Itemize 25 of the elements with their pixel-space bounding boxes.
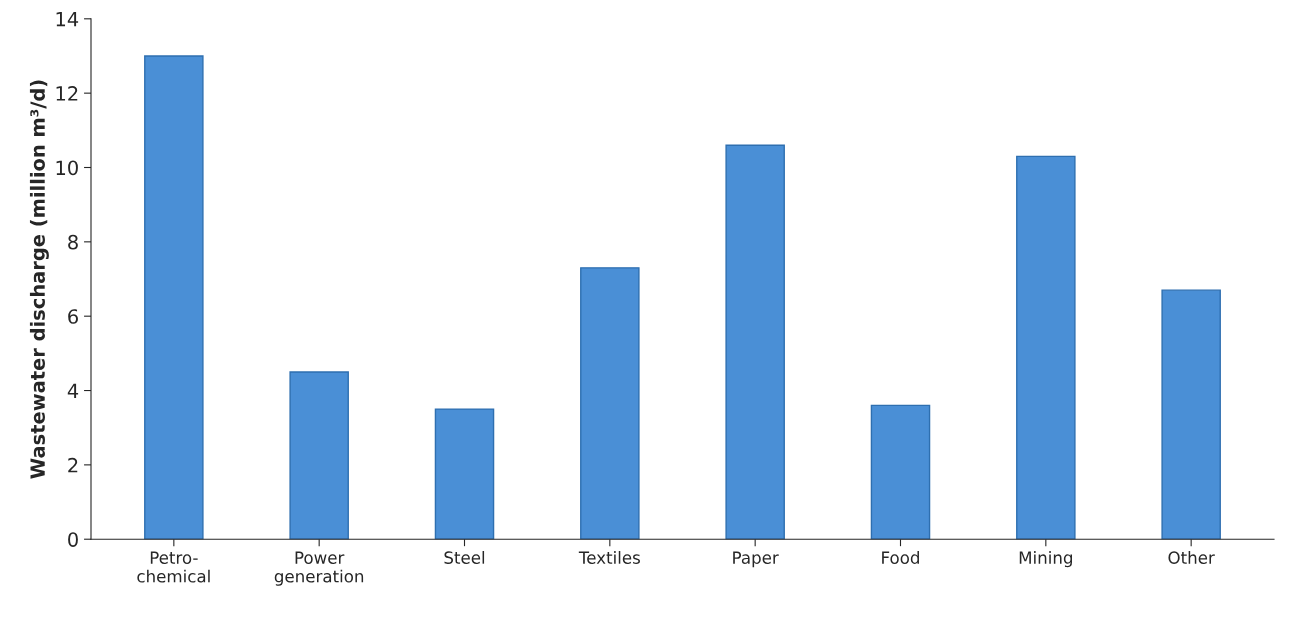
y-axis-title: Wastewater discharge (million m³/d) bbox=[29, 80, 49, 479]
y-tick-label: 2 bbox=[68, 457, 78, 473]
y-tick-label: 4 bbox=[67, 383, 79, 398]
bar bbox=[434, 408, 495, 540]
bar bbox=[144, 55, 204, 540]
bar bbox=[289, 371, 349, 540]
x-tick-label: Mining bbox=[1019, 551, 1072, 568]
bar bbox=[725, 144, 785, 540]
y-tick-label: 6 bbox=[68, 309, 78, 324]
x-tick-label: Paper bbox=[733, 551, 779, 568]
y-tick-label: 0 bbox=[68, 532, 78, 547]
x-tick-label: Power generation bbox=[274, 551, 364, 586]
bar bbox=[1016, 155, 1076, 540]
y-tick-label: 12 bbox=[56, 86, 78, 101]
bar bbox=[870, 404, 931, 540]
x-tick-label: Food bbox=[882, 551, 919, 564]
x-tick-label: Petro- chemical bbox=[137, 551, 210, 583]
x-tick-label: Steel bbox=[444, 551, 485, 564]
bar bbox=[580, 267, 640, 540]
x-tick-label: Other bbox=[1168, 551, 1215, 564]
y-tick-label: 10 bbox=[56, 160, 78, 176]
y-tick-label: 8 bbox=[68, 234, 78, 250]
bar bbox=[1161, 289, 1221, 540]
y-tick-label: 14 bbox=[56, 12, 79, 27]
x-tick-label: Textiles bbox=[578, 551, 640, 564]
